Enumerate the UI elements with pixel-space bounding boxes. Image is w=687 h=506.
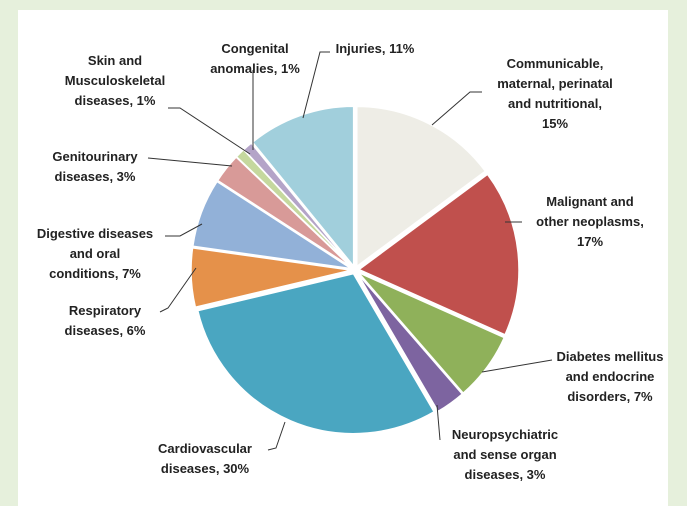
- pie-slice: [191, 180, 352, 270]
- pie-slice: [251, 105, 355, 269]
- leader-line: [159, 267, 197, 313]
- leader-line: [165, 223, 203, 237]
- leader-line: [168, 107, 251, 155]
- slice-label: Digestive diseases and oral conditions, 7%: [37, 226, 153, 281]
- slice-label: Congenital anomalies, 1%: [210, 41, 300, 76]
- leader-line: [431, 91, 482, 126]
- leader-line: [147, 157, 233, 167]
- slice-label: Communicable, maternal, perinatal and nutr…: [497, 56, 613, 131]
- slice-label: Genitourinary diseases, 3%: [52, 149, 138, 184]
- slice-label: Injuries, 11%: [336, 41, 415, 56]
- leader-line: [481, 359, 553, 373]
- pie-slice: [356, 272, 464, 413]
- slice-label: Skin and Musculoskeletal diseases, 1%: [65, 53, 165, 108]
- pie-slice: [190, 247, 352, 309]
- slice-label: Cardiovascular diseases, 30%: [158, 441, 252, 476]
- slice-label: Respiratory diseases, 6%: [65, 303, 146, 338]
- leader-line: [302, 51, 330, 119]
- slice-label: Malignant and other neoplasms, 17%: [536, 194, 644, 249]
- slice-label: Neuropsychiatric and sense organ diseases,…: [452, 427, 558, 482]
- pie-slice: [357, 173, 520, 336]
- slice-label: Diabetes mellitus and endocrine disorders,…: [557, 349, 664, 404]
- leader-line: [267, 421, 286, 451]
- leader-line: [436, 404, 441, 441]
- pie-slice: [356, 105, 487, 268]
- pie-slice: [196, 272, 436, 435]
- pie-slice: [357, 271, 506, 395]
